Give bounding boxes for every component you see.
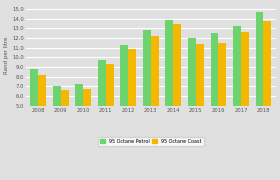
Bar xyxy=(53,86,61,106)
Bar xyxy=(98,60,106,106)
Bar xyxy=(241,32,249,106)
Bar xyxy=(188,38,196,106)
Bar xyxy=(263,21,271,106)
Bar xyxy=(106,64,114,106)
Bar xyxy=(128,49,136,106)
Bar xyxy=(61,90,69,106)
Bar xyxy=(256,12,263,106)
Bar xyxy=(120,45,128,106)
Bar xyxy=(30,69,38,106)
Bar xyxy=(211,33,218,106)
Legend: 95 Octane Petrol, 95 Octane Coast: 95 Octane Petrol, 95 Octane Coast xyxy=(98,137,204,146)
Bar xyxy=(218,43,226,106)
Bar xyxy=(233,26,241,106)
Bar xyxy=(38,75,46,106)
Bar xyxy=(173,24,181,106)
Y-axis label: Rand per litre: Rand per litre xyxy=(4,36,9,74)
Bar xyxy=(143,30,151,106)
Bar xyxy=(151,36,159,106)
Bar xyxy=(165,20,173,106)
Bar xyxy=(75,84,83,106)
Bar xyxy=(83,89,91,106)
Bar xyxy=(196,44,204,106)
